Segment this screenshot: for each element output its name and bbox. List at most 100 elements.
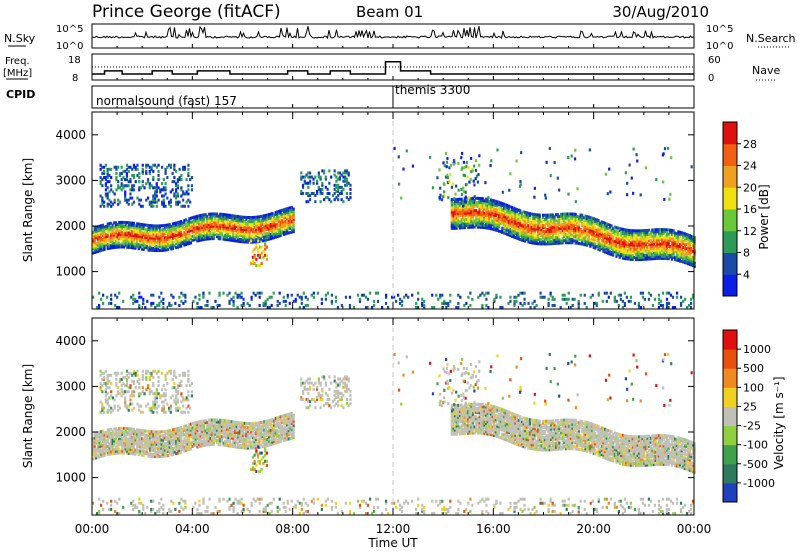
power-cell [166, 229, 170, 233]
power-cell [638, 258, 641, 262]
power-cell [443, 183, 446, 187]
power-cell [443, 190, 446, 194]
power-cell [92, 233, 95, 237]
velocity-cell [127, 439, 131, 443]
power-cell [541, 240, 545, 244]
velocity-cell [134, 436, 137, 440]
power-cell [324, 175, 327, 179]
power-cell [165, 236, 168, 240]
power-cell [181, 225, 184, 229]
power-cell [270, 295, 273, 299]
power-cell [613, 229, 616, 233]
power-cell [685, 247, 688, 251]
power-cell [100, 248, 103, 252]
power-cell [657, 232, 660, 236]
power-cell [468, 217, 471, 221]
power-cell [638, 245, 641, 249]
power-cell [579, 242, 582, 246]
velocity-cell [98, 451, 101, 455]
power-cell [176, 245, 179, 249]
power-cell [101, 234, 104, 238]
power-cell [153, 240, 157, 244]
power-cell [566, 235, 569, 239]
power-cell [511, 206, 514, 210]
power-cell [633, 243, 636, 247]
nsearch-tick-high: 10^5 [706, 24, 733, 35]
power-cell [312, 181, 315, 185]
velocity-cell [103, 449, 106, 453]
power-cell [667, 257, 670, 261]
power-cell [168, 239, 171, 243]
power-cell [241, 219, 245, 223]
power-cell [667, 236, 670, 240]
power-cell [470, 221, 473, 225]
power-cell [621, 240, 625, 244]
power-cell [171, 240, 175, 244]
power-cell [569, 214, 572, 218]
power-cell [233, 224, 237, 228]
power-cell [690, 236, 693, 240]
power-cell [652, 244, 656, 248]
power-cell [238, 219, 241, 223]
power-cell [237, 215, 240, 219]
velocity-cell [116, 441, 119, 445]
power-cell [271, 228, 274, 232]
power-cell [618, 245, 621, 249]
power-cell [321, 169, 324, 173]
power-cell [113, 192, 116, 196]
power-cell [664, 256, 667, 260]
power-cell [116, 225, 119, 229]
power-cell [644, 239, 647, 243]
power-cell [131, 225, 134, 229]
power-cell [224, 227, 227, 231]
power-cell [470, 217, 473, 221]
power-cell [465, 165, 468, 169]
power-cell [227, 238, 230, 242]
power-cell [220, 216, 224, 220]
power-cell [541, 223, 545, 227]
power-cell [571, 218, 574, 222]
power-cell [340, 173, 343, 177]
power-cell [197, 239, 201, 243]
power-cell [187, 163, 190, 167]
power-cell [232, 295, 235, 299]
power-cell [528, 222, 532, 226]
power-cell [119, 245, 122, 249]
power-cell [646, 228, 649, 232]
power-cell [657, 230, 660, 234]
power-cell [98, 291, 101, 295]
power-cell [639, 229, 643, 233]
power-cell [374, 291, 378, 295]
power-cell [194, 217, 197, 221]
power-cell [576, 233, 579, 237]
power-cell [581, 217, 584, 221]
power-cell [678, 243, 682, 247]
power-cell [486, 226, 489, 230]
power-cell [191, 238, 194, 242]
power-cell [579, 215, 582, 219]
power-cell [501, 208, 504, 212]
power-cell [466, 201, 470, 205]
power-cell [100, 232, 103, 236]
power-cell [93, 228, 96, 232]
power-cell [258, 221, 261, 225]
velocity-cell [126, 443, 129, 447]
power-cell [134, 165, 137, 169]
power-cell [281, 214, 284, 218]
power-cell [282, 226, 285, 230]
power-cell [463, 209, 466, 213]
power-cell [232, 239, 235, 243]
power-cell [165, 231, 168, 235]
power-cell [212, 224, 215, 228]
power-cell [630, 243, 633, 247]
power-cell [116, 237, 119, 241]
power-cell [574, 229, 577, 233]
power-cell [610, 253, 613, 257]
power-cell [649, 245, 652, 249]
power-cell [286, 227, 289, 231]
power-cell [478, 201, 481, 205]
velocity-cell [101, 433, 104, 437]
power-cell [126, 241, 129, 245]
power-cell [251, 220, 254, 224]
power-cell [251, 240, 254, 244]
